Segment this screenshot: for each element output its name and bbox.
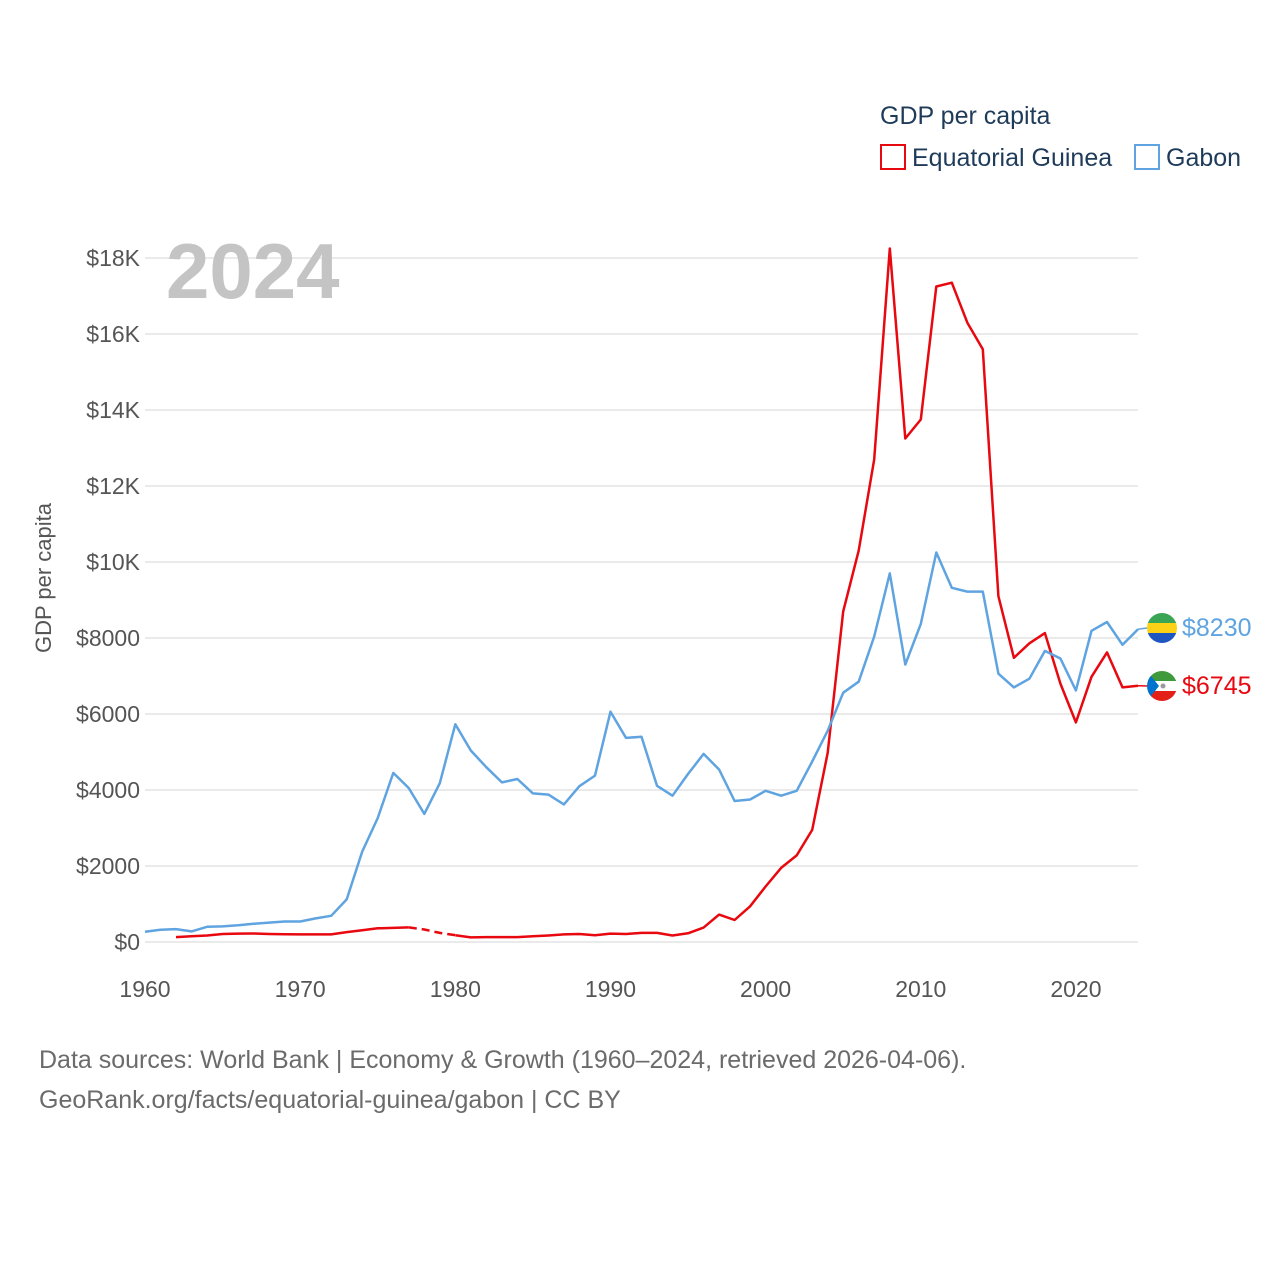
axes: $0 $2000 $4000 $6000 $8000 $10K $12K $14K $16K $1… bbox=[76, 245, 1101, 1002]
flag-equatorial-guinea-icon bbox=[1147, 671, 1177, 701]
x-tick-label: 1990 bbox=[585, 976, 636, 1002]
x-tick-label: 2010 bbox=[895, 976, 946, 1002]
y-tick-label: $12K bbox=[86, 473, 140, 499]
y-tick-label: $10K bbox=[86, 549, 140, 575]
y-tick-label: $8000 bbox=[76, 625, 140, 651]
y-tick-label: $6000 bbox=[76, 701, 140, 727]
legend-title: GDP per capita bbox=[880, 102, 1051, 130]
flag-gabon-icon bbox=[1147, 613, 1177, 643]
end-connector-gabon bbox=[1137, 627, 1148, 631]
legend-item-equatorial-guinea[interactable]: Equatorial Guinea bbox=[880, 144, 1112, 172]
legend-label-gabon: Gabon bbox=[1166, 144, 1241, 172]
end-value-equatorial-guinea: $6745 bbox=[1182, 672, 1252, 700]
series-line-equatorial-guinea[interactable] bbox=[175, 926, 409, 939]
y-tick-label: $16K bbox=[86, 321, 140, 347]
legend: GDP per capita Equatorial Guinea Gabon bbox=[880, 102, 1241, 172]
x-tick-label: 2020 bbox=[1050, 976, 1101, 1002]
grid bbox=[145, 257, 1138, 943]
footer-sources: Data sources: World Bank | Economy & Gro… bbox=[39, 1046, 966, 1074]
y-tick-label: $14K bbox=[86, 397, 140, 423]
x-tick-label: 2000 bbox=[740, 976, 791, 1002]
current-year-label: 2024 bbox=[166, 227, 340, 315]
x-tick-label: 1970 bbox=[275, 976, 326, 1002]
legend-item-gabon[interactable]: Gabon bbox=[1134, 144, 1241, 172]
x-tick-label: 1980 bbox=[430, 976, 481, 1002]
x-tick-label: 1960 bbox=[119, 976, 170, 1002]
legend-swatch-equatorial-guinea bbox=[880, 144, 906, 170]
y-tick-label: $18K bbox=[86, 245, 140, 271]
y-tick-label: $2000 bbox=[76, 853, 140, 879]
end-value-gabon: $8230 bbox=[1182, 614, 1252, 642]
legend-label-equatorial-guinea: Equatorial Guinea bbox=[912, 144, 1112, 172]
series-line-gabon[interactable] bbox=[144, 551, 1139, 933]
y-tick-label: $4000 bbox=[76, 777, 140, 803]
series-gap-equatorial-guinea bbox=[408, 926, 456, 937]
legend-swatch-gabon bbox=[1134, 144, 1160, 170]
end-markers: $6745 $8230 bbox=[1137, 613, 1252, 701]
footer-link[interactable]: GeoRank.org/facts/equatorial-guinea/gabo… bbox=[39, 1086, 621, 1114]
series-lines bbox=[144, 247, 1139, 939]
series-line-equatorial-guinea[interactable] bbox=[455, 247, 1139, 939]
y-tick-label: $0 bbox=[114, 929, 140, 955]
y-axis-label: GDP per capita bbox=[31, 502, 56, 653]
